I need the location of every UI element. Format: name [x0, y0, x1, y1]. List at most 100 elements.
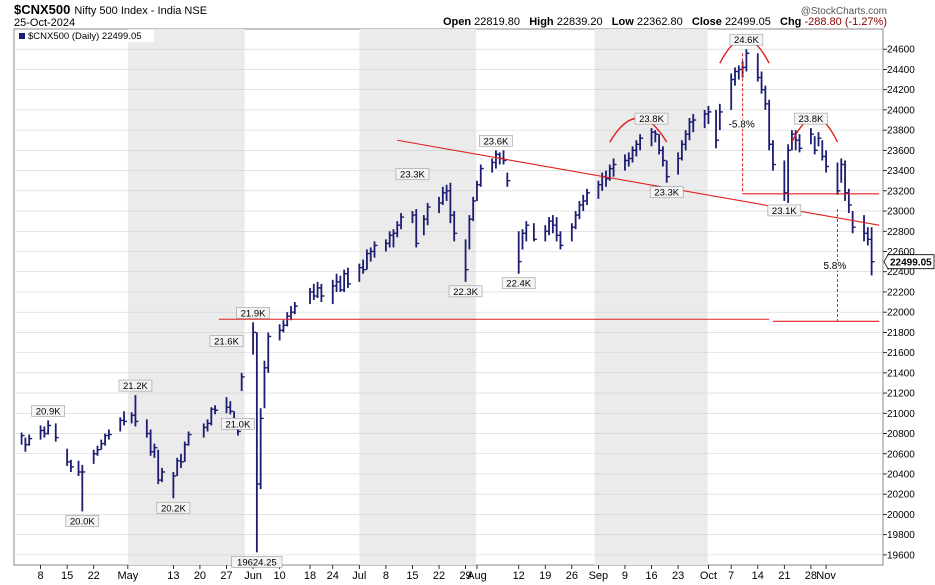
y-tick-label: 21600: [887, 348, 915, 359]
close-value: 22499.05: [724, 16, 771, 28]
x-tick-label: Sep: [589, 570, 609, 582]
annotation-box: [209, 335, 244, 347]
y-tick-label: 23600: [887, 146, 915, 157]
x-tick-label: 20: [194, 570, 206, 582]
y-tick-label: 20600: [887, 449, 915, 460]
x-tick-label: 8: [383, 570, 389, 582]
y-tick-label: 22000: [887, 308, 915, 319]
legend-bg: [16, 30, 154, 42]
high-value: 22839.20: [556, 16, 603, 28]
y-tick-label: 21400: [887, 368, 915, 379]
annotation-label: 23.8K: [639, 114, 664, 125]
chg-label: Chg: [780, 16, 802, 28]
low-value: 22362.80: [636, 16, 683, 28]
annotation-label: 23.3K: [654, 188, 679, 199]
annotation-box: [118, 379, 153, 392]
symbol-ticker: $CNX500: [14, 2, 71, 17]
annotation-label: 20.2K: [161, 503, 186, 514]
annotation-label: 20.0K: [70, 516, 95, 527]
y-tick-label: 24400: [887, 65, 915, 76]
y-tick-label: 23400: [887, 166, 915, 177]
y-tick-label: 22200: [887, 287, 915, 298]
y-tick-label: 22400: [887, 267, 915, 278]
annotation-box: [236, 306, 270, 319]
measure-label: -5.8%: [729, 120, 755, 131]
annotation-box: [767, 204, 802, 217]
legend-swatch: [19, 33, 25, 39]
annotation-label: 20.9K: [36, 406, 61, 417]
chart-symbol: $CNX500 Nifty 500 Index - India NSE: [14, 2, 207, 17]
month-shade: [594, 29, 708, 565]
y-tick-label: 21800: [887, 328, 915, 339]
x-tick-label: 18: [304, 570, 316, 582]
x-tick-label: 7: [728, 570, 734, 582]
annotation-label: 21.2K: [123, 381, 148, 392]
annotation-box: [634, 112, 669, 125]
x-tick-label: 26: [566, 570, 578, 582]
x-tick-label: 24: [327, 570, 339, 582]
x-tick-label: 12: [513, 570, 525, 582]
annotation-label: 21.9K: [241, 308, 266, 319]
y-tick-label: 24000: [887, 105, 915, 116]
chg-value: -288.80 (-1.27%): [804, 16, 887, 28]
x-tick-label: Oct: [700, 570, 717, 582]
y-tick-label: 23800: [887, 126, 915, 137]
close-label: Close: [691, 16, 722, 28]
x-tick-label: 21: [778, 570, 790, 582]
y-tick-label: 23000: [887, 207, 915, 218]
x-tick-label: 16: [645, 570, 657, 582]
x-tick-label: 27: [220, 570, 232, 582]
annotation-label: 23.6K: [484, 136, 509, 147]
x-tick-label: 13: [167, 570, 179, 582]
legend-label: $CNX500 (Daily) 22499.05: [28, 31, 142, 42]
annotation-box: [448, 285, 483, 298]
x-tick-label: 10: [274, 570, 286, 582]
y-tick-label: 20400: [887, 469, 915, 480]
annotation-label: 23.3K: [400, 170, 425, 181]
annotation-box: [231, 556, 283, 568]
y-tick-label: 19800: [887, 530, 915, 541]
x-tick-label: 29: [459, 570, 471, 582]
annotation-label: 21.6K: [214, 337, 239, 348]
annotation-label: 24.6K: [734, 35, 759, 46]
x-tick-label: 14: [752, 570, 764, 582]
annotation-box: [156, 501, 191, 514]
chart-date: 25-Oct-2024: [14, 17, 76, 29]
y-tick-label: 22800: [887, 227, 915, 238]
annotation-label: 19624.25: [237, 557, 277, 568]
x-tick-label: 15: [61, 570, 73, 582]
annotation-label: 22.3K: [453, 287, 478, 298]
x-tick-label: Jun: [244, 570, 262, 582]
y-tick-label: 24600: [887, 45, 915, 56]
x-tick-label: 9: [622, 570, 628, 582]
measure-label: 5.8%: [823, 261, 846, 272]
watermark: @StockCharts.com: [800, 6, 887, 17]
annotation-box: [31, 405, 65, 417]
x-tick-label: 19: [539, 570, 551, 582]
x-tick-label: 8: [38, 570, 44, 582]
y-tick-label: 20200: [887, 490, 915, 501]
y-tick-label: 20800: [887, 429, 915, 440]
annotation-label: 21.0K: [225, 419, 250, 430]
x-tick-label: Nov: [816, 570, 836, 582]
annotation-label: 22.4K: [506, 279, 531, 290]
symbol-description: Nifty 500 Index - India NSE: [74, 5, 208, 17]
y-tick-label: 24200: [887, 85, 915, 96]
x-tick-label: Aug: [467, 570, 487, 582]
low-label: Low: [611, 16, 634, 28]
month-shade: [127, 29, 245, 565]
annotation-box: [729, 33, 764, 46]
annotation-box: [395, 168, 430, 181]
x-tick-label: 15: [406, 570, 418, 582]
y-tick-label: 20000: [887, 510, 915, 521]
annotation-box: [794, 112, 828, 125]
y-tick-label: 21000: [887, 409, 915, 420]
annotation-box: [649, 186, 684, 199]
open-value: 22819.80: [474, 16, 521, 28]
high-label: High: [529, 16, 554, 28]
annotation-box: [221, 418, 255, 430]
last-value-tag: [883, 254, 935, 270]
annotation-box: [479, 135, 513, 147]
